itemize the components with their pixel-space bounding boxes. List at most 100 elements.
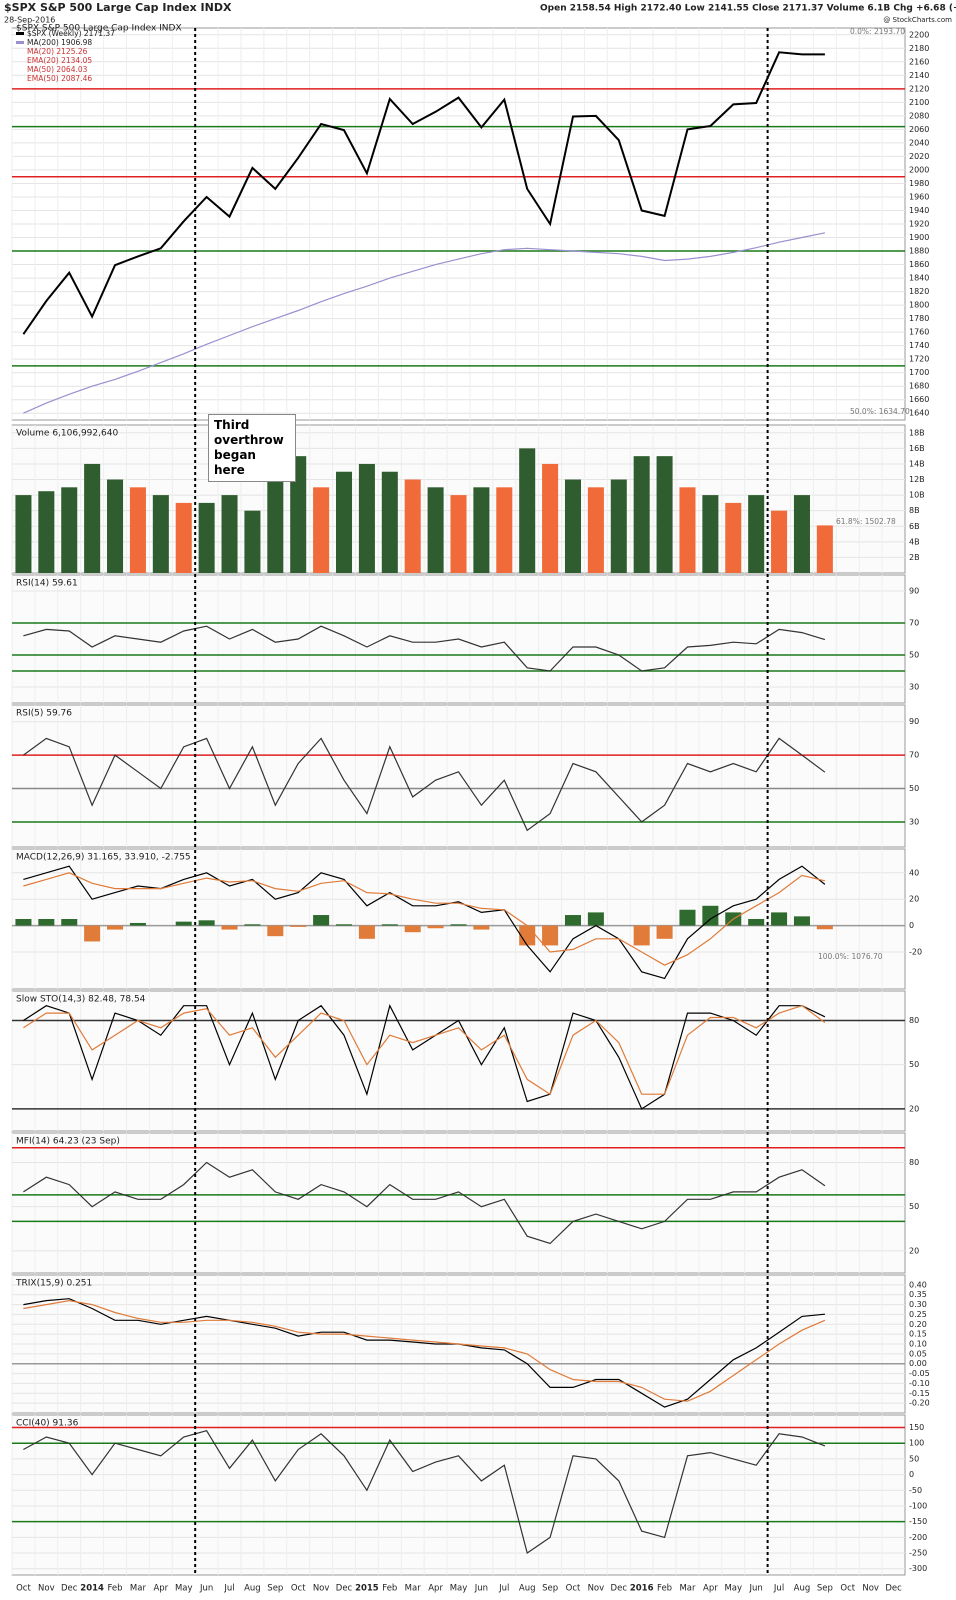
y-tick-label: 12B [909,475,925,484]
y-tick-label: 30 [909,683,919,692]
bar [564,915,582,926]
y-tick-label: 1780 [909,314,929,323]
fib-label: 61.8%: 1502.78 [836,517,896,526]
bar [221,925,238,930]
x-tick-label: May [175,1584,193,1594]
y-tick-label: 1700 [909,368,929,377]
x-tick-label: Nov [588,1584,605,1594]
x-tick-label: Nov [38,1584,55,1594]
bar [771,510,788,573]
y-tick-label: 0.35 [909,1290,927,1299]
x-tick-label: Aug [519,1584,536,1594]
bar [129,922,146,926]
x-tick-label: 2014 [80,1584,104,1594]
x-tick-label: May [724,1584,742,1594]
y-tick-label: 0.05 [909,1349,927,1358]
bar [793,916,810,926]
x-tick-label: May [450,1584,468,1594]
x-tick-label: Dec [611,1584,628,1594]
y-tick-label: 1660 [909,395,929,404]
y-tick-label: 0 [909,1470,914,1479]
bar [542,925,559,946]
panel-title: Volume 6,106,992,640 [16,429,118,439]
x-tick-label: Jul [498,1584,509,1594]
y-tick-label: 1800 [909,301,929,310]
bar [610,479,627,573]
y-tick-label: -0.10 [909,1379,930,1388]
y-tick-label: 90 [909,587,919,596]
y-tick-label: 1820 [909,287,929,296]
fib-label: 0.0%: 2193.70 [850,27,905,36]
indicator-label: MA(50) 2064.03 [27,65,88,74]
y-tick-label: 0.00 [909,1359,927,1368]
legend-swatch [16,41,24,44]
y-tick-label: 2000 [909,165,929,174]
y-tick-label: 50 [909,784,919,793]
y-tick-label: 0.25 [909,1310,927,1319]
y-tick-label: 2020 [909,152,929,161]
legend-entry: MA(200) 1906.98 [27,38,92,47]
bar [152,495,169,573]
bar [335,471,353,573]
series-line [23,1005,826,1096]
y-tick-label: 2140 [909,71,929,80]
bar [519,925,536,946]
y-tick-label: 2100 [909,98,929,107]
bar [793,495,810,573]
bar [267,925,284,937]
y-tick-label: 50 [909,1454,919,1463]
bar [816,525,833,573]
y-tick-label: 1740 [909,341,929,350]
panel-frame [11,1414,906,1576]
y-tick-label: 50 [909,651,919,660]
x-tick-label: 2015 [355,1584,379,1594]
bar [771,912,788,926]
y-tick-label: 1860 [909,260,929,269]
y-tick-label: -0.05 [909,1369,930,1378]
bar [335,924,353,926]
bar [587,487,604,573]
annotation: Third overthrow began here [208,414,296,482]
y-tick-label: 70 [909,619,919,628]
bar [61,919,78,926]
y-tick-label: 80 [909,1158,919,1167]
y-tick-label: 8B [909,506,920,515]
x-tick-label: Oct [291,1584,306,1594]
x-tick-label: Apr [153,1584,168,1594]
y-tick-label: 2060 [909,125,929,134]
bar [38,919,55,926]
bar [107,925,124,930]
panel-title: RSI(5) 59.76 [16,709,72,719]
bar [267,479,284,573]
y-tick-label: 70 [909,751,919,760]
series-line [23,872,826,966]
panel-title: CCI(40) 91.36 [16,1419,79,1429]
y-tick-label: -20 [909,948,922,957]
y-tick-label: 1880 [909,247,929,256]
y-tick-label: 0.20 [909,1320,927,1329]
y-tick-label: -0.20 [909,1399,930,1408]
bar [15,919,32,926]
bar [358,463,375,573]
y-tick-label: 50 [909,1202,919,1211]
y-tick-label: -100 [909,1501,927,1510]
x-tick-label: Feb [382,1584,397,1594]
panel-frame [11,990,906,1132]
x-tick-label: Nov [313,1584,330,1594]
bar [450,924,467,926]
bar [427,925,444,929]
bar [702,495,719,573]
bar [725,502,742,573]
y-tick-label: 20 [909,895,919,904]
series-line [23,1298,825,1408]
y-tick-label: 1900 [909,233,929,242]
y-tick-label: 20 [909,1104,919,1113]
series-line [22,51,825,335]
series-line [23,1004,826,1110]
bar [38,491,55,573]
x-tick-label: Oct [566,1584,581,1594]
bar [633,456,650,573]
fib-label: 50.0%: 1634.70 [850,407,910,416]
indicator-label: EMA(50) 2087.46 [27,74,92,83]
